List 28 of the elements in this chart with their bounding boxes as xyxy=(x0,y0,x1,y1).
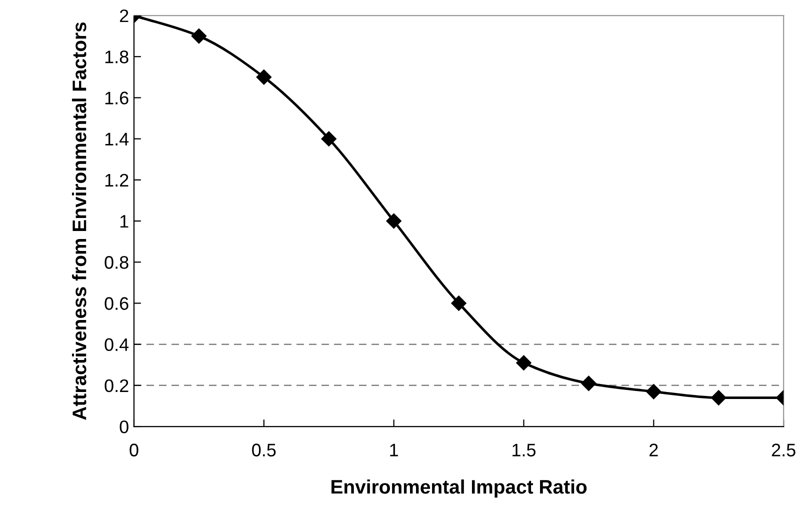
y-tick-label: 0.2 xyxy=(104,379,128,392)
y-tick-label: 2 xyxy=(120,9,128,22)
y-tick-label: 0.4 xyxy=(104,338,129,352)
point xyxy=(516,355,532,370)
x-tick-label: 2.5 xyxy=(772,444,796,456)
point xyxy=(646,384,662,400)
point xyxy=(581,376,596,391)
y-tick-label: 0.6 xyxy=(104,297,128,310)
y-tick-label: 1.4 xyxy=(105,132,129,146)
x-tick-label: 2 xyxy=(650,444,658,456)
y-tick-label: 0.8 xyxy=(104,256,128,269)
x-tick-label: 0.5 xyxy=(252,444,276,456)
point xyxy=(191,28,207,44)
point xyxy=(451,296,466,311)
y-tick-label: 1.8 xyxy=(105,50,128,64)
y-tick-label: 1.6 xyxy=(105,92,128,104)
point xyxy=(256,70,272,85)
y-tick-label: 1.2 xyxy=(105,174,128,186)
y-axis-title: Attractiveness from Environmental Factors xyxy=(72,22,86,420)
x-tick-label: 0 xyxy=(130,444,138,456)
point xyxy=(321,131,336,146)
x-axis-title: Environmental Impact Ratio xyxy=(332,479,587,498)
x-tick-label: 1 xyxy=(390,444,398,456)
point xyxy=(711,390,726,406)
y-tick-label: 0 xyxy=(120,420,128,434)
point xyxy=(386,213,402,229)
y-tick-label: 1 xyxy=(120,215,128,228)
x-tick-label: 1.5 xyxy=(512,444,536,456)
